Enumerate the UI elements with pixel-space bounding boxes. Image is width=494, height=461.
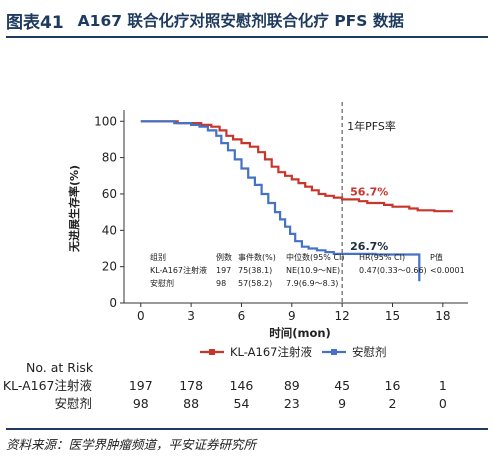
y-tick-label: 0 xyxy=(109,296,117,310)
risk-cell: 45 xyxy=(334,378,350,393)
stats-header: 例数 xyxy=(216,252,232,262)
x-tick-label: 15 xyxy=(385,309,400,323)
x-tick-label: 3 xyxy=(187,309,195,323)
figure-header: 图表41 A167 联合化疗对照安慰剂联合化疗 PFS 数据 xyxy=(6,4,488,38)
y-tick-label: 80 xyxy=(102,151,117,165)
risk-row-label: KL-A167注射液 xyxy=(3,378,93,393)
risk-cell: 146 xyxy=(230,378,254,393)
y-tick-label: 60 xyxy=(102,187,117,201)
risk-row-label: 安慰剂 xyxy=(54,396,92,411)
legend-marker xyxy=(209,349,215,355)
x-tick-label: 18 xyxy=(435,309,450,323)
stats-cell: 0.47(0.33～0.66) xyxy=(359,266,427,275)
y-axis-label: 无进展生存率(%) xyxy=(67,165,81,253)
figure-number: 图表41 xyxy=(6,12,64,33)
x-axis-label: 时间(mon) xyxy=(269,326,331,340)
x-tick-label: 9 xyxy=(288,309,296,323)
stats-header: 事件数(%) xyxy=(238,252,276,262)
y-tick-label: 20 xyxy=(102,260,117,274)
y-tick-label: 100 xyxy=(94,114,117,128)
stats-cell: KL-A167注射液 xyxy=(150,265,207,275)
source-note: 资料来源：医学界肿瘤频道，平安证券研究所 xyxy=(6,436,257,452)
risk-cell: 197 xyxy=(129,378,153,393)
risk-cell: 88 xyxy=(183,396,199,411)
x-tick-label: 0 xyxy=(137,309,145,323)
legend-marker xyxy=(331,349,337,355)
figure-title: A167 联合化疗对照安慰剂联合化疗 PFS 数据 xyxy=(77,12,404,30)
stats-cell: NE(10.9～NE) xyxy=(286,266,340,275)
stats-header: P值 xyxy=(430,252,443,262)
placebo-pfs-label: 26.7% xyxy=(350,240,388,253)
kl-a167-pfs-label: 56.7% xyxy=(350,185,388,198)
risk-cell: 16 xyxy=(385,378,401,393)
x-tick-label: 12 xyxy=(335,309,350,323)
cutoff-label: 1年PFS率 xyxy=(347,119,396,133)
stats-cell: 57(58.2) xyxy=(238,279,272,288)
risk-cell: 0 xyxy=(439,396,447,411)
stats-header: 中位数(95% CI) xyxy=(286,252,345,262)
stats-cell: 98 xyxy=(216,279,226,288)
risk-cell: 89 xyxy=(284,378,300,393)
legend-label-placebo: 安慰剂 xyxy=(352,345,387,359)
risk-cell: 1 xyxy=(439,378,447,393)
figure-footer: 资料来源：医学界肿瘤频道，平安证券研究所 xyxy=(6,428,488,456)
risk-cell: 54 xyxy=(234,396,250,411)
stats-cell: <0.0001 xyxy=(430,266,465,275)
kl-a167-curve xyxy=(140,120,453,213)
x-tick-label: 6 xyxy=(238,309,246,323)
y-tick-label: 40 xyxy=(102,223,117,237)
placebo-curve xyxy=(140,120,421,282)
stats-header: 组别 xyxy=(150,252,166,262)
stats-header: HR(95% CI) xyxy=(359,253,405,262)
stats-cell: 197 xyxy=(216,266,231,275)
stats-cell: 7.9(6.9～8.3) xyxy=(286,279,338,288)
risk-cell: 2 xyxy=(389,396,397,411)
risk-cell: 9 xyxy=(338,396,346,411)
risk-cell: 178 xyxy=(179,378,203,393)
legend-label-kl-a167: KL-A167注射液 xyxy=(230,345,312,359)
risk-cell: 23 xyxy=(284,396,300,411)
risk-cell: 98 xyxy=(133,396,149,411)
stats-cell: 安慰剂 xyxy=(150,278,174,288)
risk-table-title: No. at Risk xyxy=(26,360,94,375)
stats-cell: 75(38.1) xyxy=(238,266,272,275)
